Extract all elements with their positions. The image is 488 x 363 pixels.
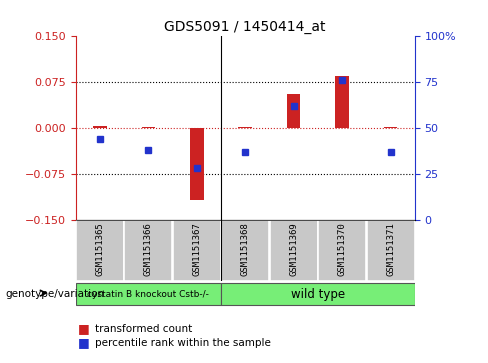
Bar (318, 220, 366, 281)
Text: wild type: wild type (291, 287, 345, 301)
Bar (76, 220, 124, 281)
Text: cystatin B knockout Cstb-/-: cystatin B knockout Cstb-/- (87, 290, 209, 298)
Bar (190, 128, 203, 200)
Bar (384, 127, 397, 128)
Text: GSM1151369: GSM1151369 (289, 223, 298, 276)
Bar (93, 126, 107, 128)
Text: GSM1151370: GSM1151370 (338, 223, 346, 276)
Text: GSM1151367: GSM1151367 (192, 223, 201, 276)
Bar (76, 282, 221, 306)
Text: GSM1151368: GSM1151368 (241, 223, 250, 276)
Text: transformed count: transformed count (95, 323, 192, 334)
Text: ■: ■ (78, 337, 90, 350)
Bar (142, 127, 155, 128)
Bar (270, 220, 318, 281)
Text: ■: ■ (78, 322, 90, 335)
Text: GSM1151366: GSM1151366 (144, 223, 153, 276)
Text: genotype/variation: genotype/variation (5, 289, 104, 299)
Bar (221, 220, 269, 281)
Bar (335, 76, 349, 128)
Bar (239, 127, 252, 128)
Bar (124, 220, 172, 281)
Bar (173, 220, 221, 281)
Text: GSM1151371: GSM1151371 (386, 223, 395, 276)
Bar (366, 220, 415, 281)
Bar (221, 282, 415, 306)
Title: GDS5091 / 1450414_at: GDS5091 / 1450414_at (164, 20, 326, 34)
Text: percentile rank within the sample: percentile rank within the sample (95, 338, 271, 348)
Text: GSM1151365: GSM1151365 (95, 223, 104, 276)
Bar (287, 94, 301, 128)
